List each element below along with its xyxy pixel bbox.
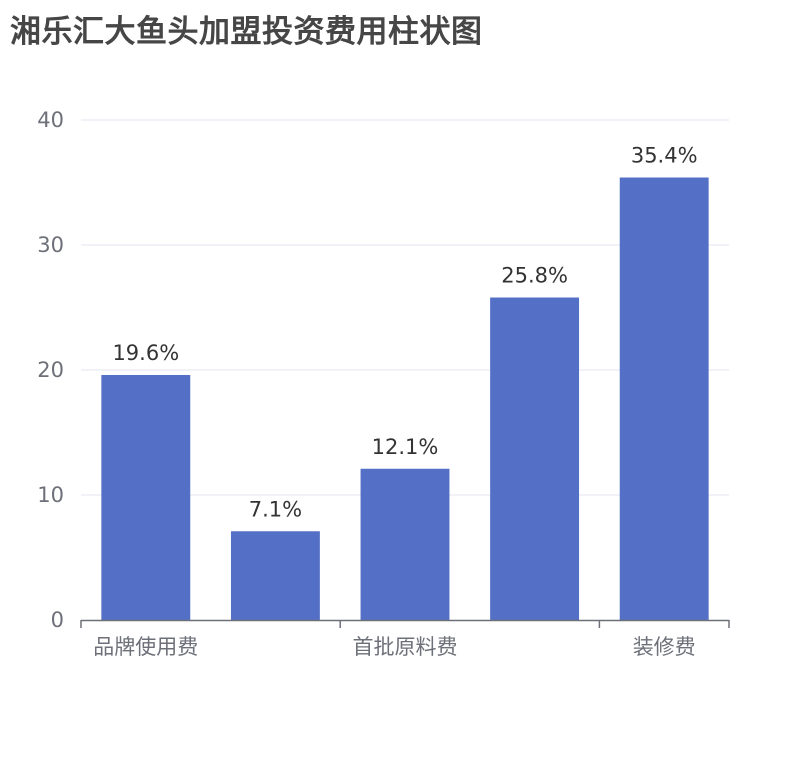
bar[interactable] (619, 177, 709, 621)
y-tick-label: 10 (37, 483, 64, 507)
data-label: 12.1% (372, 435, 439, 459)
y-tick-label: 30 (37, 233, 64, 257)
bar[interactable] (230, 531, 320, 620)
chart-title: 湘乐汇大鱼头加盟投资费用柱状图 (10, 14, 483, 50)
y-tick-label: 40 (37, 108, 64, 132)
x-tick-label: 装修费 (633, 635, 696, 659)
bar[interactable] (101, 375, 191, 620)
x-tick-label: 首批原料费 (353, 635, 458, 659)
y-tick-label: 0 (51, 608, 64, 632)
y-tick-label: 20 (37, 358, 64, 382)
bar[interactable] (360, 468, 450, 620)
bar[interactable] (490, 297, 580, 621)
data-label: 25.8% (501, 264, 568, 288)
data-label: 35.4% (631, 144, 698, 168)
data-label: 19.6% (112, 341, 179, 365)
x-tick-label: 品牌使用费 (93, 635, 198, 659)
data-label: 7.1% (249, 497, 302, 521)
